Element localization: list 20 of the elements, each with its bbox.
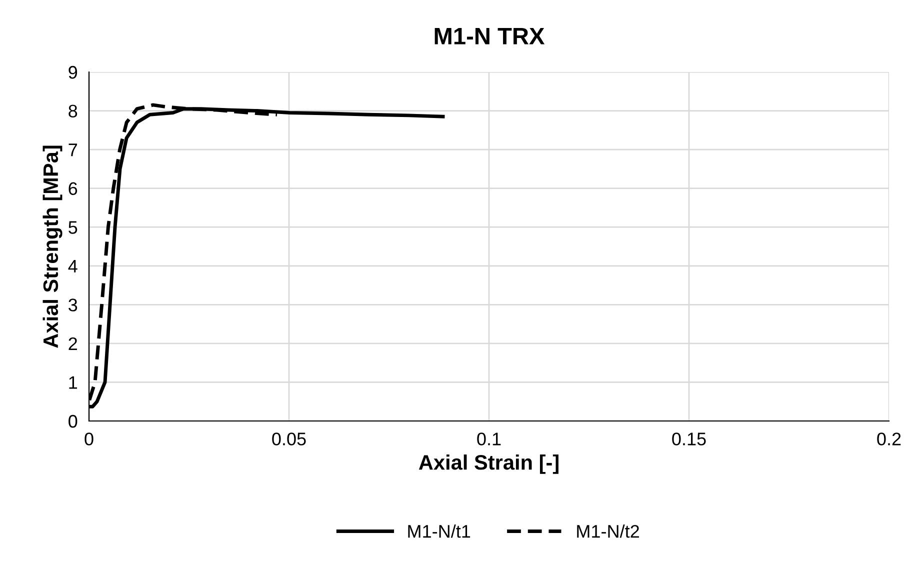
- x-tick-label: 0: [84, 432, 94, 446]
- x-tick-label: 0.05: [272, 432, 306, 446]
- y-tick-label: 4: [68, 260, 78, 272]
- x-tick-label: 0.2: [877, 432, 901, 446]
- y-tick-label: 6: [68, 182, 78, 196]
- y-tick-label: 3: [68, 298, 78, 312]
- x-axis-title: Axial Strain [-]: [418, 454, 558, 474]
- legend-label: M1-N/t1: [408, 524, 470, 538]
- y-axis-title: Axial Strength [MPa]: [42, 146, 62, 348]
- chart-title: M1-N TRX: [434, 28, 545, 44]
- y-tick-label: 2: [68, 337, 77, 350]
- y-tick-label: 0: [68, 414, 78, 428]
- y-tick-label: 8: [68, 104, 78, 118]
- x-tick-label: 0.15: [672, 432, 706, 446]
- y-tick-label: 7: [68, 144, 77, 156]
- y-tick-label: 5: [68, 221, 78, 234]
- legend-label: M1-N/t2: [577, 524, 639, 538]
- y-tick-label: 1: [69, 376, 78, 389]
- y-tick-label: 9: [68, 66, 78, 79]
- x-tick-label: 0.1: [477, 432, 501, 446]
